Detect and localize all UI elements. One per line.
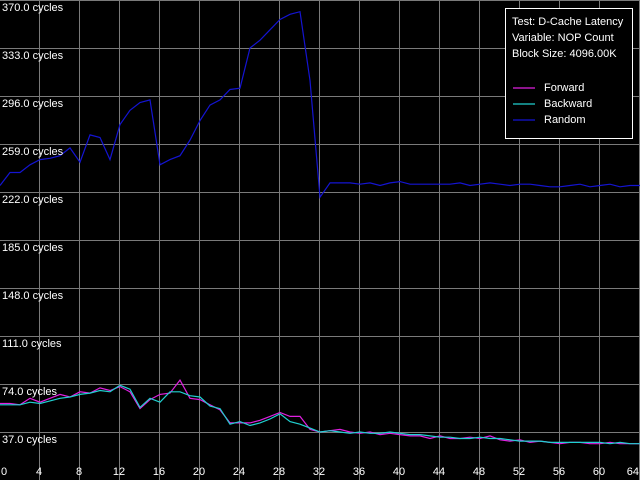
x-tick-label: 24 [233,466,245,478]
x-tick-label: 36 [353,466,365,478]
x-tick-label: 4 [36,466,42,478]
y-tick-label: 185.0 cycles [2,242,64,254]
x-tick-label: 60 [593,466,605,478]
series-line [0,10,640,199]
x-tick-label: 8 [76,466,82,478]
legend-annotation: Variable: NOP Count [512,32,614,44]
x-tick-label: 32 [313,466,325,478]
x-tick-label: 20 [193,466,205,478]
x-tick-label: 48 [473,466,485,478]
x-tick-label: 52 [513,466,525,478]
x-tick-label: 56 [553,466,565,478]
x-tick-label: 40 [393,466,405,478]
legend-label: Forward [544,82,584,94]
x-tick-label: 28 [273,466,285,478]
x-tick-label: 16 [153,466,165,478]
series-line [0,384,640,445]
y-tick-label: 37.0 cycles [2,434,58,446]
y-tick-label: 296.0 cycles [2,98,64,110]
y-tick-label: 74.0 cycles [2,386,58,398]
legend-box [505,8,633,139]
x-tick-label: 12 [113,466,125,478]
y-tick-label: 259.0 cycles [2,146,64,158]
legend-label: Backward [544,98,592,110]
y-tick-label: 222.0 cycles [2,194,64,206]
y-tick-label: 111.0 cycles [2,338,62,350]
x-tick-label: 0 [1,466,7,478]
x-tick-label: 44 [433,466,445,478]
legend-label: Random [544,114,586,126]
y-tick-label: 148.0 cycles [2,290,64,302]
y-tick-label: 370.0 cycles [2,2,64,14]
x-tick-label: 64 [627,466,639,478]
y-tick-label: 333.0 cycles [2,50,64,62]
legend: Test: D-Cache Latency Variable: NOP Count… [505,8,633,139]
lines [0,10,640,445]
legend-annotation: Block Size: 4096.00K [512,48,617,60]
legend-annotation: Test: D-Cache Latency [512,16,624,28]
